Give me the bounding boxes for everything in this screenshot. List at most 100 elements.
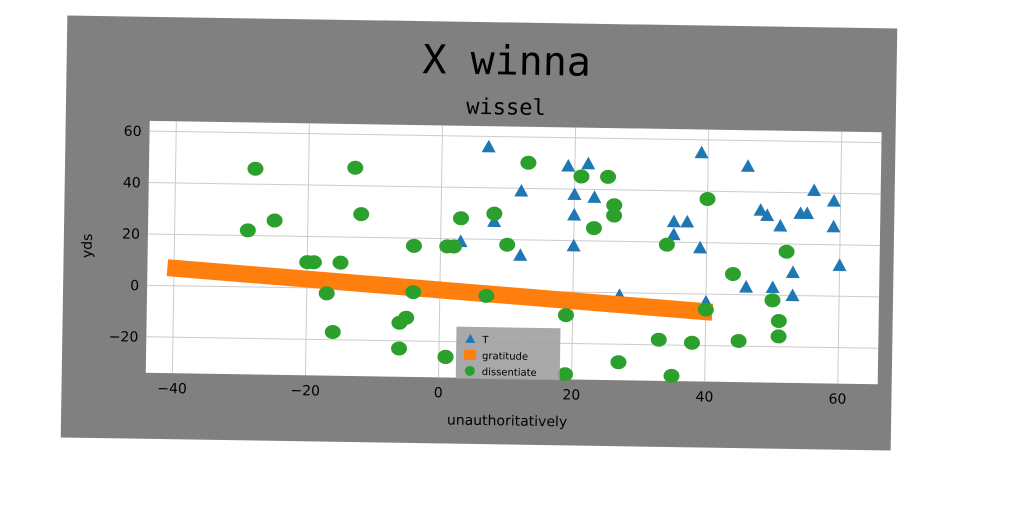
y-grid-line	[149, 130, 882, 144]
t-point	[773, 218, 788, 232]
dissentiate-point	[606, 198, 623, 213]
x-grid-line	[304, 123, 310, 376]
t-point	[807, 183, 822, 197]
chart-subtitle: wissel	[466, 95, 546, 121]
dissentiate-point	[600, 169, 617, 184]
t-point	[739, 280, 754, 293]
t-point	[487, 214, 502, 228]
t-point	[666, 214, 681, 228]
legend-label: T	[481, 335, 489, 346]
y-tick-label: 0	[130, 278, 139, 294]
dissentiate-point	[247, 161, 264, 176]
dissentiate-point	[499, 237, 516, 252]
dissentiate-point	[770, 314, 787, 329]
dissentiate-point	[557, 308, 574, 323]
y-tick-label: −20	[109, 329, 139, 345]
dissentiate-point	[486, 206, 503, 221]
dissentiate-point	[305, 255, 322, 270]
x-tick-label: 40	[695, 389, 713, 405]
t-point	[832, 258, 847, 272]
dissentiate-point	[764, 293, 781, 308]
t-point	[693, 240, 708, 254]
grid-lines	[146, 121, 882, 384]
dissentiate-point	[347, 160, 364, 175]
dissentiate-point	[606, 208, 623, 223]
x-tick-label: 20	[562, 387, 580, 403]
t-point	[680, 214, 695, 228]
y-grid-line	[148, 182, 881, 195]
dissentiate-point	[445, 239, 462, 254]
legend-marker-t	[465, 333, 476, 343]
x-tick-label: −40	[157, 381, 187, 397]
t-point	[513, 248, 528, 261]
x-tick-label: 0	[434, 385, 443, 401]
dissentiate-point	[353, 207, 370, 222]
y-tick-label: 40	[123, 175, 141, 191]
y-axis-ticks: −20 0 20 40 60	[109, 124, 142, 346]
x-grid-line	[837, 131, 843, 384]
t-point	[826, 194, 841, 207]
dissentiate-point	[478, 288, 495, 303]
legend-marker-gratitude	[464, 349, 477, 360]
t-point	[760, 208, 775, 222]
t-point	[566, 238, 581, 252]
dissentiate-point	[650, 332, 667, 347]
dissentiate-point	[610, 355, 627, 370]
x-grid-line	[438, 125, 443, 378]
t-point	[567, 207, 582, 221]
t-point	[561, 158, 576, 172]
dissentiate-point	[683, 335, 700, 350]
legend-label: gratitude	[482, 351, 528, 363]
x-tick-label: −20	[290, 383, 320, 399]
dissentiate-point	[405, 285, 422, 300]
dissentiate-point	[778, 244, 795, 259]
data-marks	[166, 139, 847, 383]
dissentiate-point	[332, 255, 349, 270]
t-point	[740, 159, 755, 172]
dissentiate-point	[266, 213, 283, 228]
t-point	[514, 183, 529, 197]
dissentiate-point	[405, 238, 422, 253]
x-axis-ticks: −40 −20 0 20 40 60	[157, 381, 846, 408]
dissentiate-point	[452, 211, 469, 226]
t-point	[765, 280, 780, 294]
t-point	[694, 145, 709, 159]
chart-title: X winna	[422, 37, 591, 86]
x-grid-line	[171, 121, 177, 374]
t-point	[785, 288, 800, 302]
gratitude-band	[166, 259, 714, 321]
dissentiate-point	[697, 302, 714, 317]
dissentiate-point	[324, 325, 341, 340]
t-point	[800, 206, 815, 220]
dissentiate-point	[437, 349, 454, 364]
dissentiate-point	[663, 368, 680, 383]
y-grid-line	[147, 233, 880, 246]
legend-marker-dissentiate	[464, 365, 475, 376]
dissentiate-point	[391, 341, 408, 356]
legend-box	[455, 326, 561, 381]
x-grid-line	[571, 127, 577, 380]
t-point	[826, 219, 841, 233]
t-point	[567, 187, 582, 201]
dissentiate-point	[699, 192, 716, 207]
y-tick-label: 60	[124, 124, 142, 140]
t-point	[481, 139, 496, 153]
dissentiate-point	[573, 169, 590, 184]
dissentiate-point	[730, 333, 747, 348]
y-tick-label: 20	[122, 227, 140, 243]
figure-frame: X winna wissel −40 −20 0 20 40 60 −20 0 20 40 60 …	[60, 15, 898, 451]
t-point	[581, 156, 596, 170]
x-axis-label: unauthoritatively	[447, 413, 568, 431]
dissentiate-point	[585, 221, 602, 236]
legend-label: dissentiate	[482, 367, 537, 379]
dissentiate-point	[398, 310, 415, 325]
y-axis-label: yds	[80, 233, 96, 258]
t-point	[587, 190, 602, 203]
x-grid-line	[704, 129, 710, 382]
dissentiate-point	[318, 286, 335, 301]
dissentiate-point	[520, 155, 537, 170]
dissentiate-point	[724, 266, 741, 281]
t-point	[666, 227, 681, 241]
t-point	[785, 265, 800, 279]
